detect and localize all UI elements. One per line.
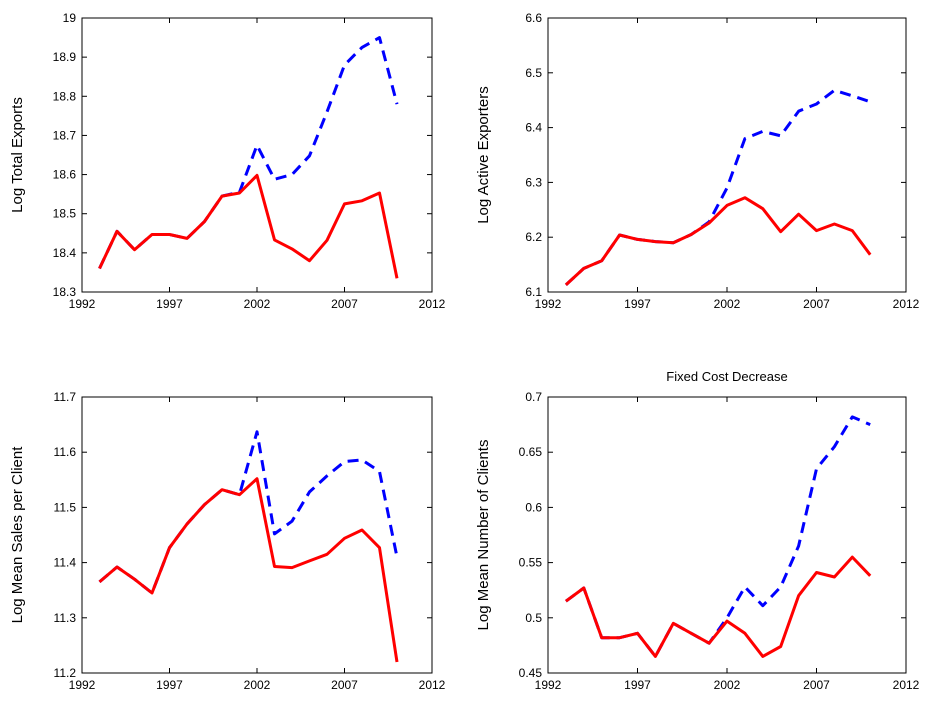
y-tick-label: 11.5 [54, 500, 77, 514]
y-tick-label: 11.3 [54, 611, 77, 625]
y-tick-label: 18.8 [53, 89, 77, 103]
x-tick-label: 1992 [535, 297, 562, 311]
plot-frame [81, 396, 433, 674]
x-tick-label: 1992 [535, 678, 562, 692]
y-axis-label: Log Total Exports [9, 97, 26, 213]
x-tick-label: 2012 [893, 297, 920, 311]
panel-3: 1992 1997 2002 2007 2012 11.2 11.3 11.4 11.5 11.6… [9, 390, 446, 692]
y-tick-label: 11.6 [54, 445, 77, 459]
y-tick-label: 11.2 [54, 666, 77, 680]
series-line-dashed-0 [98, 36, 399, 270]
y-tick-label: 18.3 [53, 285, 77, 299]
series-line-solid-1 [565, 555, 872, 658]
x-tick-label: 2007 [331, 678, 358, 692]
y-tick-label: 18.5 [53, 207, 77, 221]
x-tick-label: 1997 [156, 297, 183, 311]
y-tick-label: 0.7 [525, 390, 542, 404]
x-tick-label: 1997 [156, 678, 183, 692]
y-tick-label: 0.65 [519, 445, 543, 459]
x-tick-label: 1997 [624, 678, 651, 692]
y-tick-label: 6.4 [525, 121, 542, 135]
plot-frame [547, 396, 907, 674]
y-tick-label: 18.6 [53, 168, 77, 182]
y-tick-label: 0.45 [519, 666, 543, 680]
x-tick-label: 2007 [331, 297, 358, 311]
y-tick-label: 6.6 [525, 11, 542, 25]
panel-2: 1992 1997 2002 2007 2012 6.1 6.2 6.3 6.4 6.5 6.6 Lo… [475, 11, 920, 311]
panel-1: 1992 1997 2002 2007 2012 18.3 18.4 18.5 18.6 18.7… [9, 11, 446, 311]
y-tick-label: 6.3 [525, 175, 542, 189]
chart-title: Fixed Cost Decrease [666, 369, 787, 384]
y-tick-label: 0.6 [525, 500, 542, 514]
y-tick-label: 19 [63, 11, 77, 25]
y-tick-label: 11.7 [54, 390, 77, 404]
x-tick-label: 2002 [244, 297, 271, 311]
y-tick-label: 18.7 [53, 128, 77, 142]
x-tick-label: 2007 [803, 297, 830, 311]
x-tick-label: 1997 [624, 297, 651, 311]
plot-frame [547, 17, 907, 293]
x-tick-label: 2002 [714, 678, 741, 692]
series-line-dashed-0 [98, 430, 399, 595]
series-line-solid-1 [98, 173, 399, 279]
x-tick-label: 2002 [714, 297, 741, 311]
series-line-solid-1 [98, 477, 399, 663]
series-line-dashed-0 [564, 88, 871, 287]
y-tick-label: 6.2 [525, 230, 542, 244]
y-tick-label: 18.9 [53, 50, 77, 64]
y-axis-label: Log Mean Sales per Client [9, 446, 26, 624]
x-tick-label: 2012 [893, 678, 920, 692]
y-tick-label: 0.55 [519, 556, 543, 570]
y-axis-label: Log Mean Number of Clients [475, 440, 492, 631]
x-tick-label: 2012 [419, 678, 446, 692]
series-line-solid-1 [564, 196, 872, 287]
y-tick-label: 18.4 [53, 246, 77, 260]
y-axis-label: Log Active Exporters [475, 86, 492, 224]
panel-4: 1992 1997 2002 2007 2012 0.45 0.5 0.55 0.6 0.65 0.… [475, 369, 920, 692]
x-tick-label: 2012 [419, 297, 446, 311]
y-tick-label: 6.5 [525, 66, 542, 80]
x-tick-label: 2007 [803, 678, 830, 692]
y-tick-label: 11.4 [54, 556, 77, 570]
x-tick-label: 1992 [69, 297, 96, 311]
y-tick-label: 6.1 [525, 285, 542, 299]
x-tick-label: 2002 [244, 678, 271, 692]
x-tick-label: 1992 [69, 678, 96, 692]
series-line-dashed-0 [565, 415, 871, 658]
y-tick-label: 0.5 [525, 611, 542, 625]
